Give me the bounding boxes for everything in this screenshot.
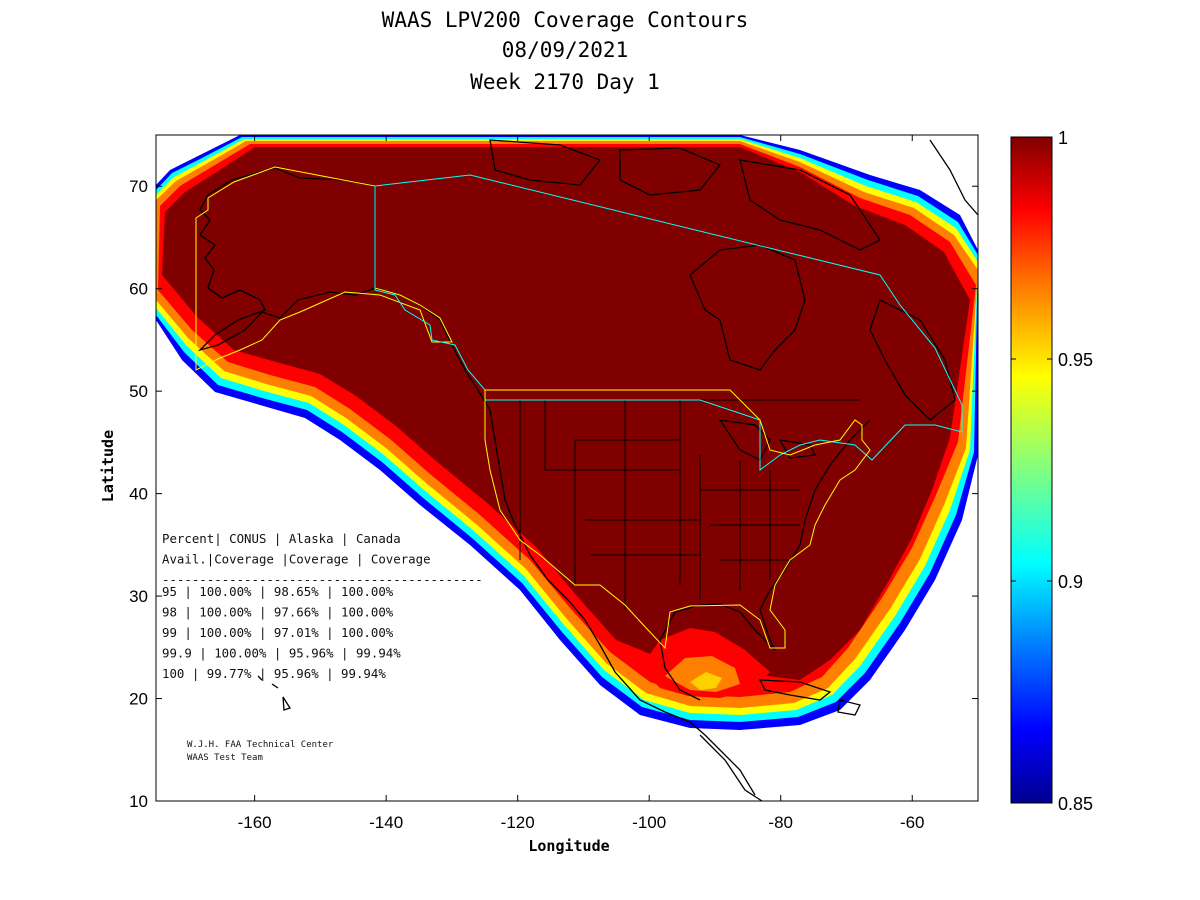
x-tick-labels: -160 -140 -120 -100 -80 -60: [238, 813, 925, 832]
coverage-contours: [156, 135, 978, 730]
x-tick-label: -160: [238, 813, 272, 832]
stats-row: 99.9 | 100.00% | 95.96% | 99.94%: [162, 645, 401, 660]
colorbar-tick-label: 0.85: [1058, 794, 1093, 814]
y-axis-label: Latitude: [99, 430, 117, 502]
stats-header-row: Percent| CONUS | Alaska | Canada: [162, 531, 401, 546]
service-volumes: [195, 166, 963, 650]
y-tick-label: 60: [129, 280, 148, 299]
contour-gulf-yellow: [690, 672, 722, 690]
service-volume-conus: [484, 389, 871, 650]
y-tick-label: 50: [129, 382, 148, 401]
x-tick-label: -140: [369, 813, 403, 832]
stats-row: 95 | 100.00% | 98.65% | 100.00%: [162, 584, 394, 599]
coverage-stats-table: Percent| CONUS | Alaska | Canada Avail.|…: [162, 531, 483, 681]
credit-line-2: WAAS Test Team: [187, 753, 263, 763]
colorbar: [1010, 136, 1053, 804]
x-tick-label: -120: [501, 813, 535, 832]
y-tick-label: 70: [129, 177, 148, 196]
colorbar-ticks: 1 0.95 0.9 0.85: [1011, 128, 1093, 814]
plot-frame: [155, 134, 979, 802]
stats-row: 98 | 100.00% | 97.66% | 100.00%: [162, 605, 394, 620]
stats-divider: ----------------------------------------…: [162, 572, 483, 587]
title-date: 08/09/2021: [501, 38, 629, 62]
x-tick-label: -100: [632, 813, 666, 832]
colorbar-tick-label: 0.9: [1058, 572, 1083, 592]
contour-gulf-orange: [665, 656, 740, 692]
x-tick-label: -60: [900, 813, 925, 832]
service-volume-alaska: [195, 166, 453, 371]
credit-line-1: W.J.H. FAA Technical Center: [187, 740, 334, 750]
title-line-1: WAAS LPV200 Coverage Contours: [381, 8, 749, 32]
colorbar-tick-label: 1: [1058, 128, 1068, 148]
y-tick-label: 10: [129, 792, 148, 811]
title-week-day: Week 2170 Day 1: [470, 70, 660, 94]
y-tick-label: 30: [129, 587, 148, 606]
stats-row: 100 | 99.77% | 95.96% | 99.94%: [162, 666, 386, 681]
stats-row: 99 | 100.00% | 97.01% | 100.00%: [162, 625, 394, 640]
stats-header-row: Avail.|Coverage |Coverage | Coverage: [162, 551, 431, 566]
y-tick-label: 40: [129, 485, 148, 504]
y-tick-labels: 10 20 30 40 50 60 70: [129, 177, 148, 811]
service-volume-canada: [374, 174, 963, 471]
y-tick-label: 20: [129, 690, 148, 709]
x-tick-label: -80: [768, 813, 793, 832]
colorbar-tick-label: 0.95: [1058, 350, 1093, 370]
x-axis-label: Longitude: [528, 837, 609, 855]
contour-region-full: [162, 147, 970, 680]
